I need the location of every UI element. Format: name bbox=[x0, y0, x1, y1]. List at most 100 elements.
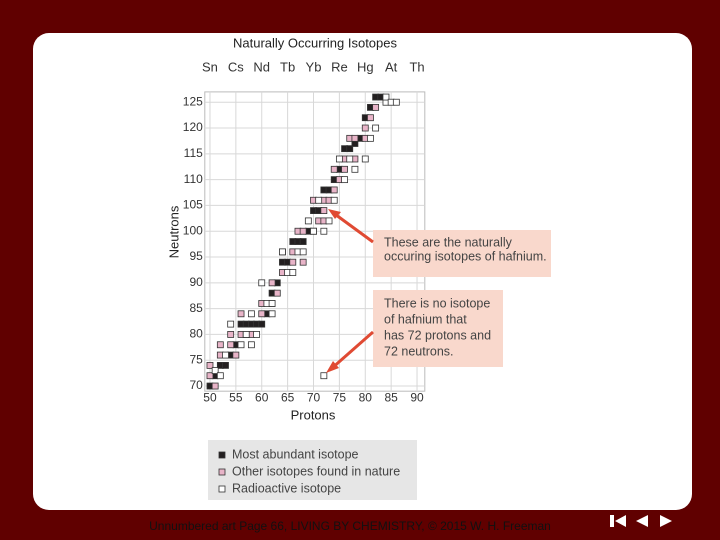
isotope-marker bbox=[216, 341, 224, 349]
isotope-marker bbox=[392, 98, 400, 106]
nav-prev[interactable] bbox=[636, 515, 648, 527]
isotope-marker bbox=[320, 207, 328, 214]
isotope-marker bbox=[310, 227, 317, 235]
isotope-marker bbox=[304, 217, 312, 225]
isotope-marker bbox=[330, 165, 338, 173]
isotope-marker bbox=[346, 145, 354, 153]
legend: Most abundant isotope Other isotopes foun… bbox=[218, 447, 400, 495]
isotope-marker bbox=[222, 351, 229, 359]
x-tick-label: 70 bbox=[307, 390, 321, 404]
isotope-marker bbox=[216, 372, 224, 380]
x-tick-label: 50 bbox=[203, 390, 217, 404]
callout-arrow bbox=[331, 210, 374, 244]
isotope-marker bbox=[211, 382, 219, 390]
isotope-marker bbox=[367, 134, 374, 142]
isotope-marker bbox=[330, 196, 338, 204]
callout-box bbox=[373, 290, 503, 367]
footer: Unnumbered art Page 66, LIVING BY CHEMIS… bbox=[149, 519, 551, 533]
isotope-marker bbox=[320, 372, 328, 380]
annotation-text: These are the naturally bbox=[384, 235, 513, 249]
isotope-marker bbox=[258, 310, 266, 318]
isotope-marker bbox=[372, 124, 380, 132]
y-tick-label: 80 bbox=[189, 327, 203, 341]
legend-swatch bbox=[218, 485, 226, 493]
isotope-marker bbox=[289, 258, 297, 266]
isotope-marker bbox=[227, 341, 235, 349]
isotope-marker bbox=[232, 351, 240, 359]
top-tick-label: Nd bbox=[253, 59, 270, 74]
isotope-marker bbox=[299, 227, 307, 235]
top-tick-label: Sn bbox=[202, 59, 218, 74]
isotope-marker bbox=[222, 361, 229, 369]
nav-next[interactable] bbox=[660, 515, 672, 527]
x-tick-label: 60 bbox=[255, 390, 269, 404]
isotope-marker bbox=[325, 217, 333, 225]
callout-box bbox=[373, 230, 551, 277]
top-tick-label: Yb bbox=[306, 59, 322, 74]
annotation-text: 72 neutrons. bbox=[384, 344, 454, 358]
isotope-marker bbox=[227, 331, 235, 338]
isotope-marker bbox=[320, 227, 328, 235]
isotope-marker bbox=[258, 279, 266, 287]
top-tick-label: Th bbox=[409, 59, 424, 74]
isotope-marker bbox=[351, 134, 359, 142]
x-tick-label: 90 bbox=[410, 390, 424, 404]
isotope-marker bbox=[268, 279, 276, 287]
isotope-marker bbox=[367, 114, 374, 122]
arrow-head bbox=[328, 209, 341, 219]
isotope-marker bbox=[289, 269, 297, 276]
x-tick-label: 65 bbox=[281, 390, 295, 404]
legend-label: Most abundant isotope bbox=[232, 447, 359, 461]
isotope-marker bbox=[258, 320, 266, 328]
isotope-marker bbox=[206, 361, 214, 369]
legend-label: Radioactive isotope bbox=[232, 481, 341, 495]
nav-first[interactable] bbox=[610, 515, 626, 527]
top-tick-label: Cs bbox=[228, 59, 244, 74]
isotope-marker bbox=[335, 155, 343, 163]
isotope-marker bbox=[299, 258, 307, 266]
plot: 50 55 60 65 70 75 80 85 90 70 75 80 85 90 95 100 105 110 1… bbox=[183, 59, 426, 404]
isotope-marker bbox=[247, 310, 255, 318]
y-tick-label: 70 bbox=[189, 378, 203, 392]
annotation-text: has 72 protons and bbox=[384, 328, 491, 342]
legend-box bbox=[208, 440, 417, 500]
isotope-marker bbox=[346, 155, 354, 163]
isotope-marker bbox=[372, 103, 380, 111]
x-tick-label: 85 bbox=[384, 390, 398, 404]
x-tick-label: 55 bbox=[229, 390, 243, 404]
legend-swatch bbox=[218, 468, 226, 476]
annotation-text: There is no isotope bbox=[384, 296, 490, 310]
isotope-marker bbox=[330, 186, 338, 194]
y-tick-label: 120 bbox=[183, 120, 203, 134]
y-tick-label: 110 bbox=[184, 172, 203, 186]
x-tick-label: 75 bbox=[333, 390, 347, 404]
top-tick-label: Hg bbox=[357, 59, 374, 74]
annotation-text: occuring isotopes of hafnium. bbox=[384, 249, 547, 263]
isotope-marker bbox=[341, 176, 348, 184]
isotope-marker bbox=[361, 124, 369, 132]
y-tick-label: 95 bbox=[189, 249, 203, 263]
isotope-marker bbox=[299, 248, 307, 256]
callout-arrow bbox=[330, 330, 374, 371]
top-tick-label: At bbox=[385, 59, 398, 74]
isotope-marker bbox=[247, 341, 255, 349]
isotope-marker bbox=[382, 93, 390, 101]
isotope-marker bbox=[253, 331, 260, 338]
y-tick-label: 90 bbox=[189, 275, 203, 289]
isotope-marker bbox=[299, 238, 307, 245]
annotation-text: of hafnium that bbox=[384, 312, 467, 326]
legend-label: Other isotopes found in nature bbox=[232, 464, 400, 478]
y-tick-label: 105 bbox=[183, 198, 203, 212]
y-tick-label: 85 bbox=[189, 301, 203, 315]
isotope-marker bbox=[268, 300, 276, 307]
chart-title: Naturally Occurring Isotopes bbox=[233, 35, 398, 50]
isotope-marker bbox=[341, 165, 348, 173]
top-tick-label: Re bbox=[331, 59, 348, 74]
arrow-head bbox=[326, 361, 339, 373]
isotope-marker bbox=[273, 289, 281, 297]
x-tick-label: 80 bbox=[359, 390, 373, 404]
isotope-marker bbox=[315, 196, 323, 204]
